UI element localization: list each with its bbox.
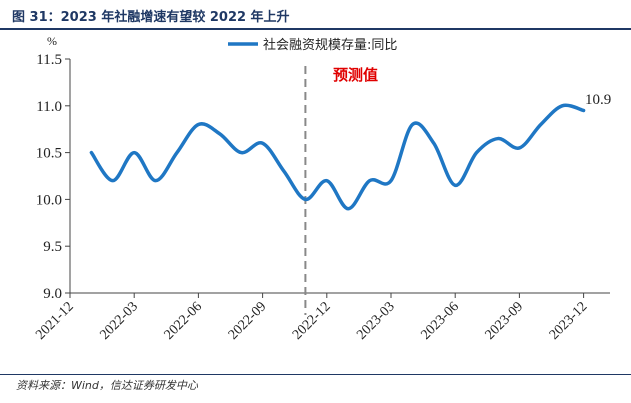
figure-title: 图 31：2023 年社融增速有望较 2022 年上升 <box>12 10 290 25</box>
y-tick-label: 9.5 <box>43 239 62 255</box>
x-tick-label: 2022-12 <box>290 299 334 343</box>
y-tick-label: 11.5 <box>36 52 62 68</box>
y-tick-label: 9.0 <box>43 286 62 302</box>
x-tick-label: 2023-03 <box>354 299 398 343</box>
x-tick-label: 2022-06 <box>162 299 206 343</box>
x-tick-label: 2021-12 <box>33 299 77 343</box>
x-tick-label: 2023-06 <box>418 299 462 343</box>
y-tick-label: 11.0 <box>36 99 62 115</box>
x-tick-label: 2023-09 <box>483 299 527 343</box>
y-tick-label: 10.0 <box>36 192 62 208</box>
footer-divider <box>0 374 631 375</box>
legend-label: 社会融资规模存量:同比 <box>263 37 397 53</box>
x-tick-label: 2022-09 <box>226 299 270 343</box>
y-tick-label: 10.5 <box>36 146 62 162</box>
series-line <box>89 103 586 211</box>
source-note: 资料来源：Wind，信达证券研发中心 <box>16 379 198 392</box>
x-tick-label: 2023-12 <box>547 299 591 343</box>
x-tick-label: 2022-03 <box>97 299 141 343</box>
title-divider <box>0 28 631 30</box>
y-unit-label: % <box>47 34 57 48</box>
forecast-annotation: 预测值 <box>333 66 378 84</box>
end-value-label: 10.9 <box>585 92 611 108</box>
